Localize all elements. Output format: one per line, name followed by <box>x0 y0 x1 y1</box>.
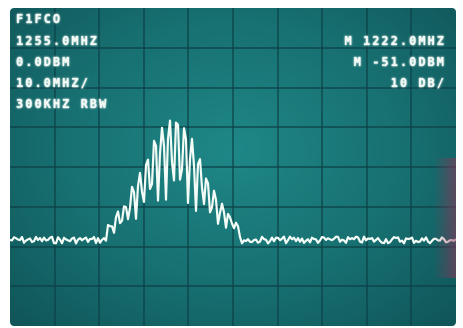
graticule-grid <box>10 8 456 326</box>
span-per-division-label: 10.0MHZ/ <box>16 76 90 90</box>
screen-reflection <box>434 158 456 278</box>
center-frequency-label: 1255.0MHZ <box>16 34 100 48</box>
reference-level-label: 0.0DBM <box>16 55 72 69</box>
spectrum-analyzer-screen: F1FCO 1255.0MHZ 0.0DBM 10.0MHZ/ 300KHZ R… <box>10 8 456 326</box>
callsign-label: F1FCO <box>16 12 63 26</box>
vertical-scale-label: 10 DB/ <box>390 76 446 90</box>
marker-frequency-label: M 1222.0MHZ <box>344 34 446 48</box>
spectrum-trace <box>10 119 456 245</box>
trace-line <box>10 119 456 245</box>
resolution-bandwidth-label: 300KHZ RBW <box>16 97 109 111</box>
marker-level-label: M -51.0DBM <box>353 55 446 69</box>
